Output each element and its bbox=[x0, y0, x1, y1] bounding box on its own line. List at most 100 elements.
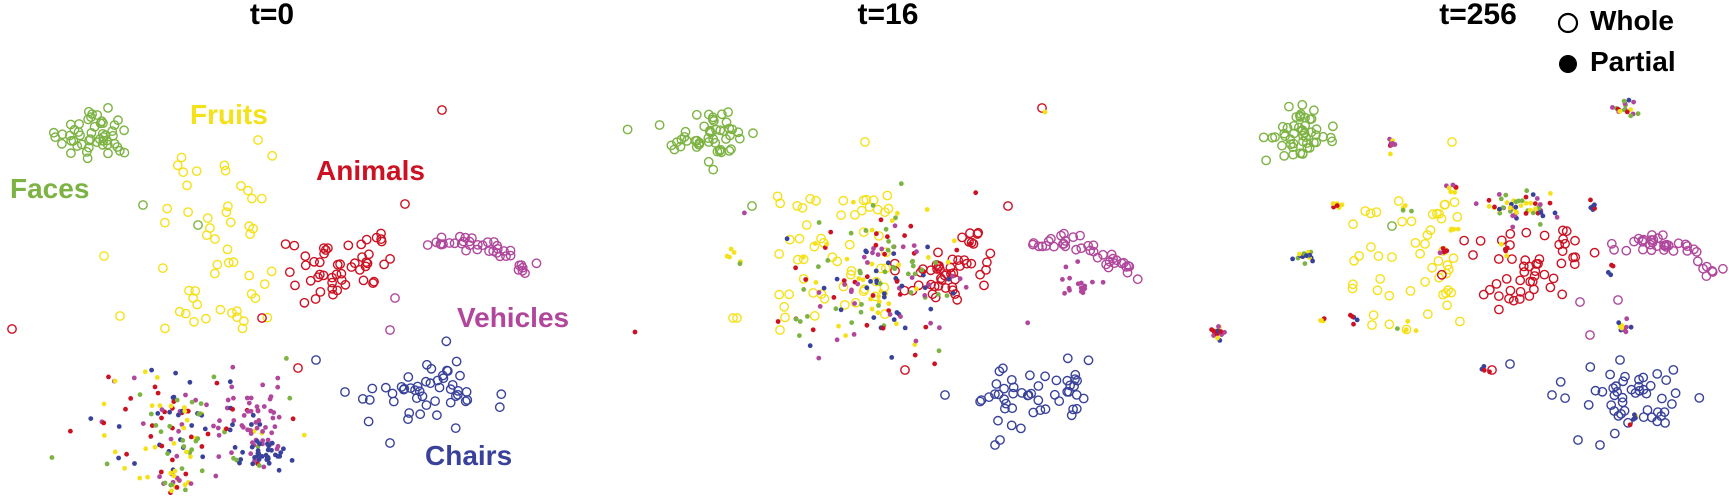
partial-point bbox=[1090, 279, 1095, 285]
whole-point bbox=[1033, 241, 1044, 252]
whole-point bbox=[1118, 257, 1129, 268]
whole-point bbox=[1611, 381, 1621, 392]
partial-point bbox=[1504, 253, 1509, 259]
whole-point bbox=[441, 336, 452, 347]
whole-point bbox=[999, 383, 1009, 394]
partial-point bbox=[1624, 109, 1630, 115]
whole-point bbox=[1501, 273, 1512, 284]
whole-point bbox=[1375, 273, 1386, 284]
partial-point bbox=[945, 259, 951, 265]
partial-point bbox=[182, 408, 188, 414]
whole-point bbox=[976, 395, 987, 405]
whole-point bbox=[343, 240, 354, 251]
whole-point bbox=[1033, 395, 1044, 406]
whole-point bbox=[232, 306, 242, 316]
partial-point bbox=[797, 319, 803, 324]
whole-point bbox=[747, 201, 757, 211]
partial-point bbox=[898, 314, 903, 319]
partial-point bbox=[1588, 197, 1593, 203]
whole-point bbox=[850, 209, 860, 220]
partial-point bbox=[1319, 318, 1324, 323]
class-label-fruits: Fruits bbox=[190, 99, 268, 130]
partial-point bbox=[919, 267, 925, 273]
whole-point bbox=[1585, 362, 1596, 372]
whole-point bbox=[1606, 238, 1617, 249]
whole-point bbox=[733, 127, 744, 138]
whole-point bbox=[266, 266, 277, 277]
whole-point bbox=[1659, 240, 1669, 251]
whole-point bbox=[734, 133, 745, 144]
whole-point bbox=[1328, 121, 1338, 132]
whole-point bbox=[327, 283, 338, 294]
partial-point bbox=[1487, 369, 1492, 375]
whole-point bbox=[1524, 291, 1535, 301]
whole-point bbox=[464, 236, 475, 247]
partial-point bbox=[275, 443, 281, 449]
whole-point bbox=[212, 259, 223, 270]
partial-point bbox=[152, 444, 158, 450]
whole-point bbox=[1373, 251, 1384, 262]
partial-point bbox=[908, 223, 914, 229]
whole-point bbox=[447, 379, 458, 390]
legend-whole-label: Whole bbox=[1590, 5, 1674, 36]
whole-point bbox=[979, 280, 989, 291]
partial-point bbox=[198, 401, 204, 406]
partial-point bbox=[158, 429, 164, 435]
partial-point bbox=[1063, 264, 1069, 270]
whole-point bbox=[289, 240, 300, 251]
whole-point bbox=[748, 128, 758, 139]
whole-point bbox=[215, 304, 226, 315]
whole-point bbox=[396, 381, 407, 392]
whole-point bbox=[1652, 368, 1663, 379]
partial-point bbox=[1400, 207, 1406, 213]
whole-point bbox=[797, 202, 808, 213]
whole-point bbox=[293, 363, 303, 373]
partial-point bbox=[1025, 320, 1031, 326]
panel-title: t=256 bbox=[1439, 0, 1517, 31]
partial-point bbox=[890, 264, 896, 270]
partial-point bbox=[253, 420, 259, 425]
partial-point bbox=[909, 275, 915, 280]
partial-point bbox=[1513, 199, 1519, 205]
partial-point bbox=[876, 293, 882, 299]
whole-point bbox=[1661, 375, 1672, 385]
whole-point bbox=[77, 139, 87, 150]
partial-point bbox=[824, 241, 830, 247]
partial-point bbox=[204, 402, 209, 408]
whole-point bbox=[314, 269, 325, 280]
partial-point bbox=[1532, 201, 1538, 207]
whole-point bbox=[945, 262, 956, 273]
whole-point bbox=[1441, 288, 1451, 298]
partial-point bbox=[1530, 192, 1536, 198]
whole-point bbox=[162, 203, 173, 214]
whole-point bbox=[1001, 398, 1011, 409]
whole-point bbox=[1302, 138, 1312, 149]
whole-point bbox=[420, 376, 431, 387]
partial-point bbox=[728, 246, 734, 252]
whole-point bbox=[1054, 396, 1065, 406]
whole-point bbox=[388, 396, 399, 407]
partial-point bbox=[891, 317, 897, 322]
partial-point bbox=[1510, 213, 1516, 219]
whole-point bbox=[109, 120, 120, 131]
partial-point bbox=[260, 429, 265, 434]
whole-point bbox=[309, 256, 319, 267]
whole-point bbox=[191, 166, 202, 177]
partial-point bbox=[870, 293, 876, 298]
whole-point bbox=[1075, 230, 1086, 241]
whole-point bbox=[318, 270, 329, 281]
partial-point bbox=[885, 260, 891, 266]
partial-point bbox=[184, 449, 189, 455]
partial-point bbox=[834, 337, 840, 343]
whole-point bbox=[1051, 375, 1062, 386]
partial-point bbox=[844, 256, 850, 262]
partial-point bbox=[860, 277, 866, 283]
whole-point bbox=[1384, 319, 1395, 330]
whole-point bbox=[92, 137, 102, 148]
whole-point bbox=[1573, 435, 1583, 445]
whole-point bbox=[926, 279, 936, 290]
partial-point bbox=[101, 401, 107, 407]
whole-point bbox=[1443, 285, 1454, 296]
partial-point bbox=[137, 392, 143, 397]
